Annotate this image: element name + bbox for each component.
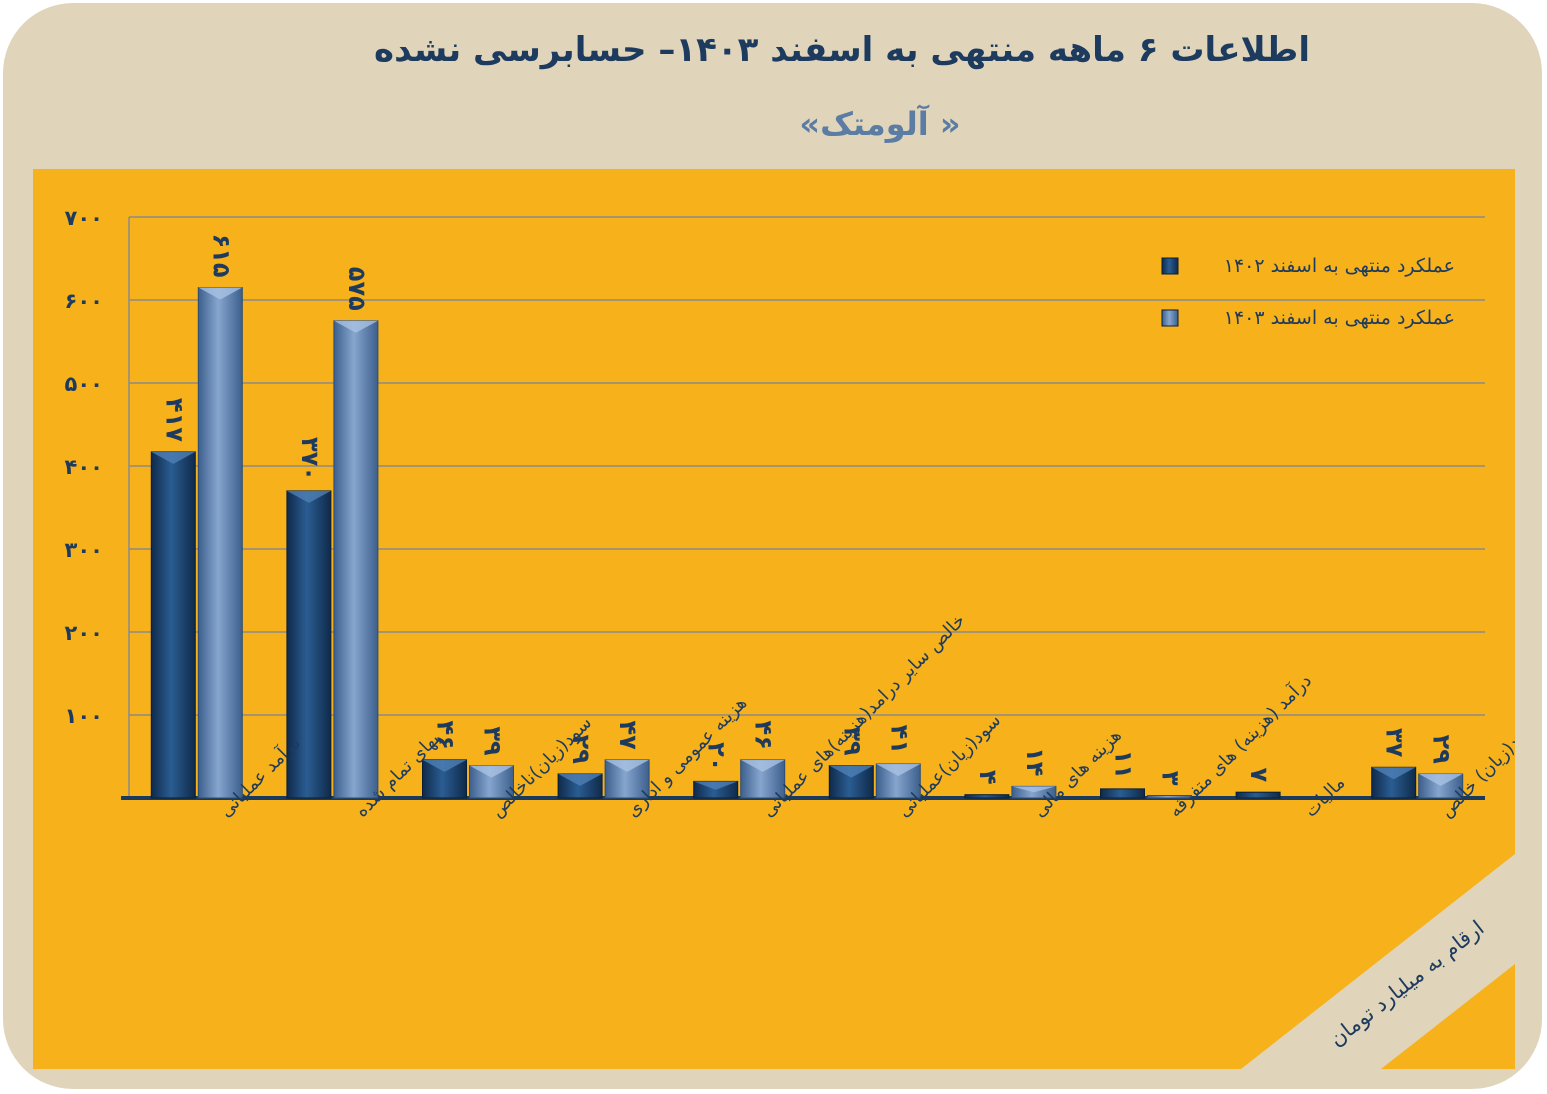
bar-bevel [740,759,785,772]
data-label: ۱۱ [1110,750,1138,779]
y-tick-label: ۲۰۰ [65,621,103,645]
bar-bevel [422,759,467,772]
chart-panel: ۱۰۰ ۲۰۰ ۳۰۰ ۴۰۰ ۵۰۰ ۶۰۰ ۷۰۰ ۴۱۷ ۳۷۰ ۴۶ ۲۹ ۲۰ ۳۹ ۴ ۱۱ ۷… [33,169,1515,1069]
data-label: ۵۷۵ [343,267,371,311]
bar-1402-5 [828,765,874,799]
company-subtitle: « آلومتک» [799,105,961,143]
bar-1402-0 [150,451,196,799]
data-label: ۲۹ [567,735,595,765]
bar-1402-7 [1100,788,1145,799]
legend-swatch [1161,257,1179,275]
y-tick-label: ۴۰۰ [65,455,103,479]
legend-label: عملکرد منتهی به اسفند ۱۴۰۳ [1224,307,1455,329]
bar-bevel [605,759,650,772]
data-label: ۴۶ [432,721,460,750]
data-label: ۳۷۰ [296,437,324,481]
bar-bevel [151,451,196,464]
bar-bevel [558,773,603,786]
category-label: سود(زیان) خالص [1436,716,1515,822]
data-label: ۴ [974,770,1002,785]
data-label: ۳۹ [838,726,866,756]
y-tick-label: ۵۰۰ [65,372,103,396]
bar-bevel [876,763,921,776]
bar-bevel [469,765,514,778]
data-label: ۷ [1245,768,1273,783]
y-tick-label: ۶۰۰ [65,289,103,313]
bar-chart: ۱۰۰ ۲۰۰ ۳۰۰ ۴۰۰ ۵۰۰ ۶۰۰ ۷۰۰ ۴۱۷ ۳۷۰ ۴۶ ۲۹ ۲۰ ۳۹ ۴ ۱۱ ۷… [65,206,1515,1069]
bar-bevel [333,320,378,333]
bar-bevel [693,781,738,790]
bar-1402-1 [286,490,332,799]
bar-1403-0 [197,287,243,799]
page-title: اطلاعات ۶ ماهه منتهی به اسفند ۱۴۰۳– حساب… [374,30,1310,70]
data-label: ۳۷ [1381,728,1409,758]
bar-bevel [1371,767,1416,780]
data-label: ۲۰ [703,742,731,771]
legend-label: عملکرد منتهی به اسفند ۱۴۰۲ [1224,255,1455,277]
bar-bevel [1011,786,1056,793]
y-tick-label: ۷۰۰ [65,206,103,230]
data-label: ۴۱ [885,725,913,754]
bar-bevel [829,765,874,778]
data-label: ۲۹ [1428,735,1456,765]
bar-1402-8 [1235,791,1281,799]
category-label: هزینه عمومی و اداری [622,693,751,822]
data-label: ۱۴ [1021,747,1049,776]
bar-bevel [286,490,331,503]
y-tick-label: ۳۰۰ [65,538,103,562]
legend-swatch [1161,309,1179,327]
y-tick-label: ۱۰۰ [65,704,103,728]
data-label: ۳ [1157,771,1185,786]
bar-bevel [198,287,243,300]
unit-ribbon [1241,854,1515,1069]
bar-bevel [1418,773,1463,786]
data-label: ۳۹ [479,726,507,756]
bar-1402-6 [964,794,1010,799]
data-label: ۴۶ [750,721,778,750]
data-label: ۶۱۵ [207,234,235,278]
data-label: ۴۷ [614,721,642,751]
bar-1403-7 [1147,795,1192,799]
bar-1403-1 [333,320,379,799]
data-label: ۴۱۷ [160,398,188,442]
